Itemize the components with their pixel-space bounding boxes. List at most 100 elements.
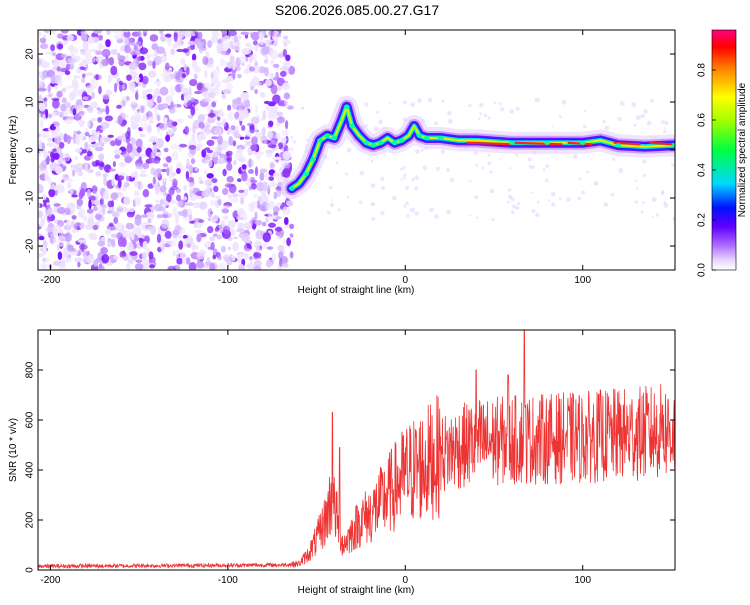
noise-speck	[279, 66, 289, 71]
noise-speck	[379, 121, 382, 124]
noise-speck	[137, 30, 142, 38]
noise-speck	[38, 235, 45, 241]
noise-speck	[250, 179, 258, 184]
noise-speck	[272, 63, 280, 68]
noise-speck	[259, 168, 268, 173]
noise-speck	[157, 206, 166, 212]
noise-speck	[330, 199, 333, 202]
noise-speck	[217, 198, 222, 206]
noise-speck	[44, 169, 48, 178]
noise-speck	[77, 239, 87, 243]
bottom-y-label: SNR (10 * v/v)	[8, 418, 19, 482]
noise-speck	[207, 226, 214, 234]
noise-speck	[136, 41, 142, 46]
noise-speck	[151, 43, 159, 51]
noise-speck	[596, 182, 599, 185]
noise-speck	[98, 160, 105, 171]
noise-speck	[277, 116, 285, 124]
noise-speck	[170, 144, 179, 151]
noise-speck	[217, 255, 222, 261]
noise-speck	[263, 59, 269, 64]
noise-speck	[135, 259, 143, 263]
noise-speck	[201, 189, 211, 198]
noise-speck	[176, 194, 181, 202]
noise-speck	[134, 218, 142, 226]
noise-speck	[671, 163, 674, 167]
noise-speck	[204, 178, 213, 187]
noise-speck	[414, 211, 419, 216]
noise-speck	[160, 73, 166, 77]
noise-speck	[182, 208, 188, 218]
ridge-blob	[579, 140, 586, 145]
ridge-core-segment	[466, 141, 513, 146]
noise-speck	[64, 118, 73, 125]
noise-speck	[517, 202, 521, 206]
noise-speck	[97, 108, 106, 113]
noise-speck	[202, 97, 211, 103]
noise-speck	[123, 196, 131, 206]
noise-speck	[140, 96, 148, 100]
noise-speck	[53, 203, 61, 207]
noise-speck	[143, 32, 147, 37]
noise-speck	[159, 243, 166, 250]
noise-speck	[180, 166, 187, 172]
noise-speck	[440, 149, 445, 154]
noise-speck	[198, 121, 205, 129]
noise-speck	[581, 190, 586, 195]
noise-speck	[159, 198, 164, 206]
noise-speck	[375, 110, 379, 114]
noise-speck	[83, 217, 87, 222]
noise-speck	[226, 62, 233, 69]
noise-speck	[227, 111, 235, 121]
noise-speck	[106, 30, 111, 36]
noise-speck	[113, 255, 120, 260]
noise-speck	[66, 182, 72, 189]
noise-speck	[142, 189, 150, 198]
noise-speck	[536, 200, 540, 204]
noise-speck	[164, 200, 169, 205]
noise-speck	[283, 42, 288, 48]
noise-speck	[45, 30, 50, 34]
noise-speck	[434, 214, 439, 219]
noise-speck	[227, 220, 236, 228]
noise-speck	[373, 126, 379, 132]
noise-speck	[82, 136, 86, 141]
noise-speck	[405, 201, 409, 206]
noise-speck	[227, 104, 232, 111]
noise-speck	[237, 208, 245, 217]
noise-speck	[134, 170, 138, 180]
noise-speck	[206, 139, 215, 147]
noise-speck	[58, 77, 63, 87]
noise-speck	[91, 117, 97, 122]
noise-speck	[262, 110, 267, 120]
noise-speck	[117, 175, 125, 181]
noise-speck	[50, 74, 56, 85]
noise-speck	[176, 199, 184, 208]
noise-speck	[72, 169, 76, 177]
noise-speck	[69, 44, 74, 53]
bottom-y-ticks: 0 200 400 600 800	[25, 361, 675, 573]
noise-speck	[225, 50, 231, 56]
noise-speck	[97, 117, 103, 123]
noise-speck	[179, 83, 184, 89]
noise-speck	[216, 121, 224, 127]
noise-speck	[112, 161, 116, 168]
top-y-label: Frequency (Hz)	[8, 116, 19, 185]
noise-speck	[69, 204, 76, 214]
noise-speck	[101, 58, 109, 67]
noise-speck	[270, 59, 274, 66]
noise-speck	[121, 151, 130, 158]
noise-speck	[165, 95, 173, 104]
noise-speck	[182, 258, 187, 264]
noise-speck	[165, 62, 170, 71]
noise-speck	[167, 265, 176, 270]
noise-speck	[224, 183, 234, 188]
noise-speck	[52, 52, 56, 57]
noise-speck	[134, 263, 144, 270]
noise-speck	[283, 162, 291, 169]
top-x-label: Height of straight line (km)	[298, 285, 415, 296]
noise-speck	[57, 235, 67, 241]
noise-speck	[338, 208, 341, 212]
noise-speck	[54, 185, 60, 191]
noise-speck	[96, 130, 101, 134]
